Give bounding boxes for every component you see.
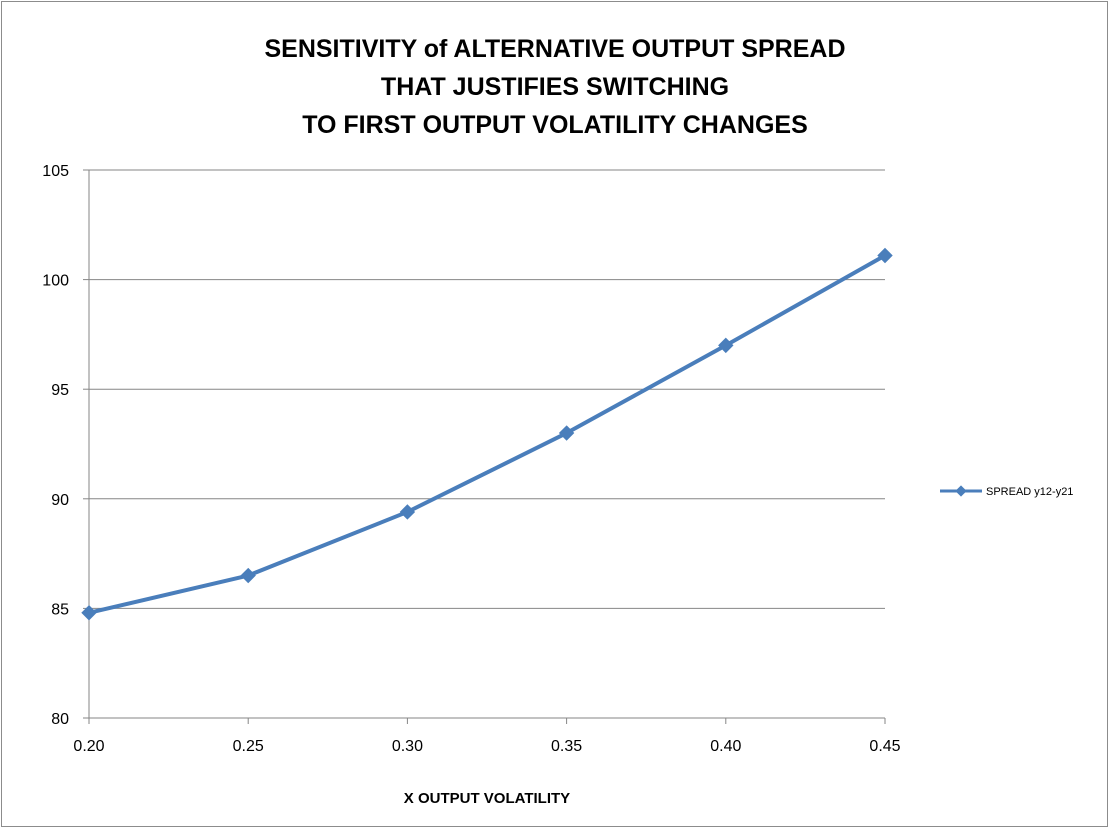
- x-tick-label: 0.45: [869, 738, 900, 755]
- data-point-marker: [399, 504, 416, 520]
- series-line-spread: [87, 253, 887, 615]
- x-tick-label: 0.25: [233, 738, 264, 755]
- data-point-marker: [877, 247, 893, 264]
- y-axis-tick-labels: 80 85 90 95 100 105: [42, 163, 69, 728]
- y-tick-label: 100: [42, 273, 69, 290]
- chart-title-line-2: THAT JUSTIFIES SWITCHING: [381, 73, 729, 101]
- y-tick-label: 85: [51, 601, 69, 618]
- axes: [83, 169, 886, 724]
- legend-diamond-marker: [955, 485, 967, 497]
- data-point-marker: [718, 337, 734, 354]
- x-tick-label: 0.40: [710, 738, 741, 755]
- gridlines: [89, 169, 885, 609]
- y-tick-label: 90: [51, 492, 69, 509]
- chart-title-line-1: SENSITIVITY of ALTERNATIVE OUTPUT SPREAD: [264, 35, 845, 63]
- y-tick-label: 80: [51, 711, 69, 728]
- data-point-marker: [240, 567, 256, 584]
- x-tick-label: 0.20: [73, 738, 104, 755]
- x-axis-title: X OUTPUT VOLATILITY: [404, 790, 570, 807]
- x-tick-label: 0.30: [392, 738, 423, 755]
- legend: SPREAD y12-y21: [940, 485, 1073, 498]
- y-tick-label: 95: [51, 382, 69, 399]
- legend-label-spread: SPREAD y12-y21: [986, 486, 1073, 498]
- x-tick-label: 0.35: [551, 738, 582, 755]
- data-point-marker: [81, 605, 97, 621]
- chart-title: SENSITIVITY of ALTERNATIVE OUTPUT SPREAD…: [264, 35, 845, 139]
- series-lines: [81, 247, 893, 621]
- y-tick-label: 105: [42, 163, 69, 180]
- data-point-marker: [558, 425, 575, 441]
- x-axis-tick-labels: 0.20 0.25 0.30 0.35 0.40 0.45: [73, 738, 900, 755]
- chart-title-line-3: TO FIRST OUTPUT VOLATILITY CHANGES: [302, 111, 808, 139]
